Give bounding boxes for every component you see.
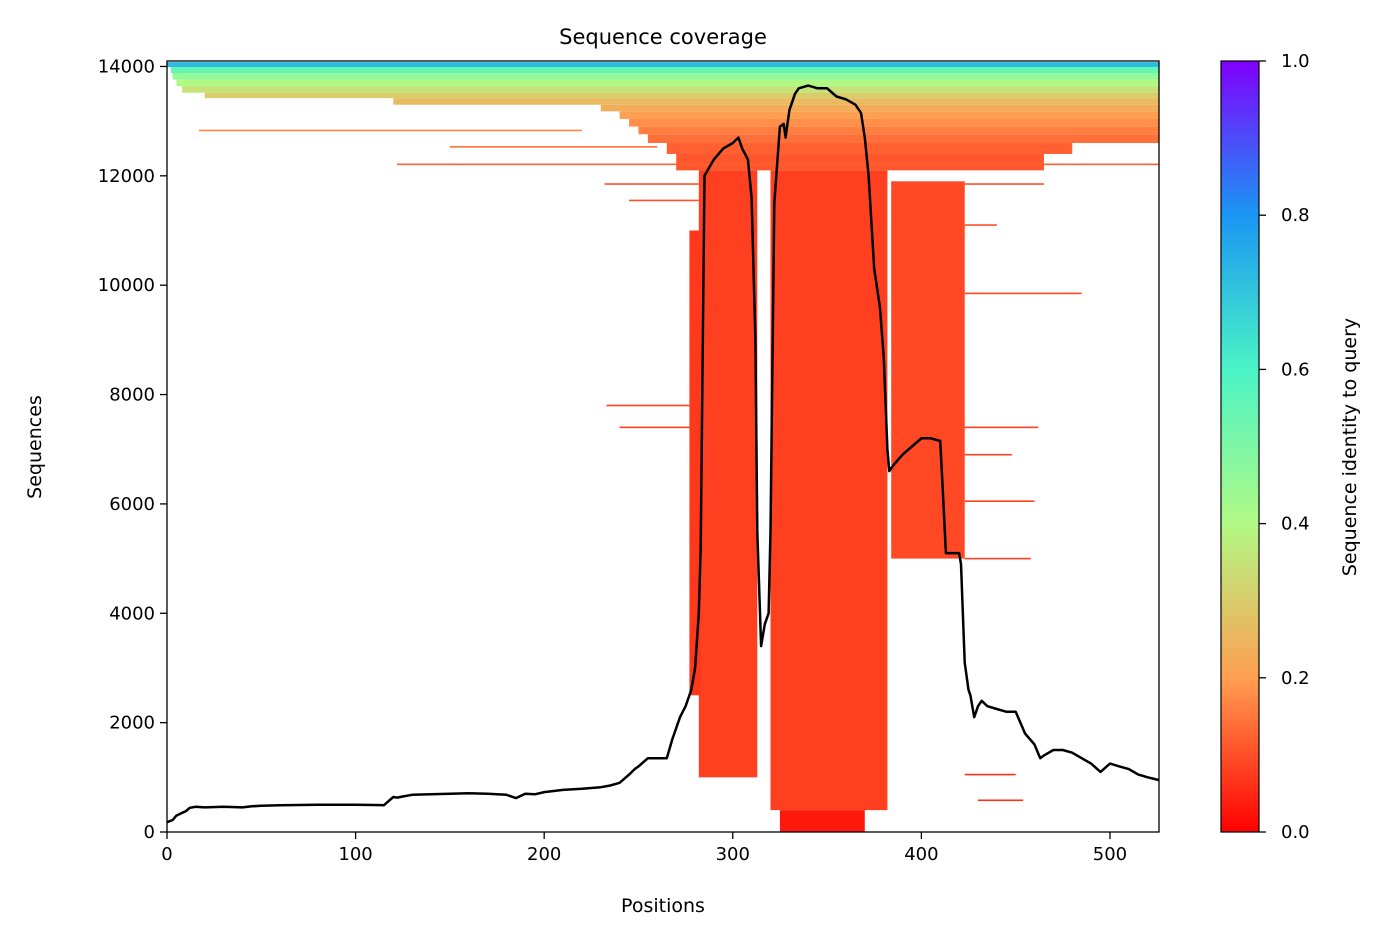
alignment-block [770,170,888,811]
x-axis-label: Positions [621,895,705,917]
alignment-block [666,143,1073,154]
alignment-block [689,230,701,696]
colorbar-ticks: 0.0 0.2 0.4 0.6 0.8 1.0 [1259,51,1310,843]
x-tick-label: 100 [338,844,372,865]
alignment-block [698,170,758,778]
alignment-block [638,126,1159,135]
alignment-line [629,199,699,202]
alignment-line [964,500,1035,502]
alignment-line [604,183,699,185]
y-tick-label: 12000 [98,166,155,187]
alignment-line [977,799,1024,802]
alignment-block [170,67,1159,74]
plot-area [166,60,1160,833]
coverage-line [167,84,1159,824]
colorbar-label: Sequence identity to query [1339,318,1361,576]
colorbar: 0.0 0.2 0.4 0.6 0.8 1.0 Sequence identity to … [1220,51,1361,843]
alignment-block [182,86,1159,93]
alignment-block [619,111,1159,119]
alignment-block [167,62,1159,68]
colorbar-tick-label: 0.8 [1281,205,1310,226]
x-tick-label: 0 [161,844,172,865]
alignment-block [647,134,1159,144]
alignment-line [449,146,658,148]
y-tick-label: 10000 [98,275,155,296]
colorbar-tick-label: 0.0 [1281,822,1310,843]
colorbar-gradient [1220,60,1260,833]
colorbar-tick-label: 0.6 [1281,359,1310,380]
alignment-line [964,426,1039,429]
alignment-block [172,73,1159,80]
alignment-line [964,773,1016,776]
y-tick-label: 0 [144,822,155,843]
alignment-block [891,181,965,559]
x-axis: 0 100 200 300 400 500 [161,832,1127,865]
alignment-block [676,153,1044,171]
x-tick-label: 500 [1093,844,1127,865]
alignment-block [779,810,865,832]
alignment-line [619,426,699,429]
alignment-line [898,183,1044,185]
colorbar-tick-label: 0.2 [1281,668,1310,689]
x-tick-label: 200 [527,844,561,865]
alignment-line [964,224,997,226]
y-axis-label: Sequences [24,395,46,499]
alignment-block [629,118,1159,127]
plot-background [167,61,1159,832]
alignment-block [600,104,1159,112]
x-tick-label: 300 [716,844,750,865]
y-tick-label: 14000 [98,56,155,77]
colorbar-tick-label: 1.0 [1281,51,1310,72]
y-axis: 0 2000 4000 6000 8000 10000 12000 14000 [98,56,167,843]
plot-frame [166,60,1160,833]
y-tick-label: 4000 [109,603,155,624]
alignment-line [964,453,1012,456]
alignment-block [176,79,1159,87]
y-tick-label: 8000 [109,385,155,406]
colorbar-tick-label: 0.4 [1281,514,1310,535]
chart-title: Sequence coverage [559,25,767,49]
alignment-line [964,292,1082,295]
alignment-block [393,98,1159,105]
x-tick-label: 400 [904,844,938,865]
alignment-line [199,129,582,132]
alignment-block [204,92,1159,99]
y-tick-label: 2000 [109,713,155,734]
alignment-line [964,557,1031,560]
alignment-line [606,404,699,407]
y-tick-label: 6000 [109,494,155,515]
